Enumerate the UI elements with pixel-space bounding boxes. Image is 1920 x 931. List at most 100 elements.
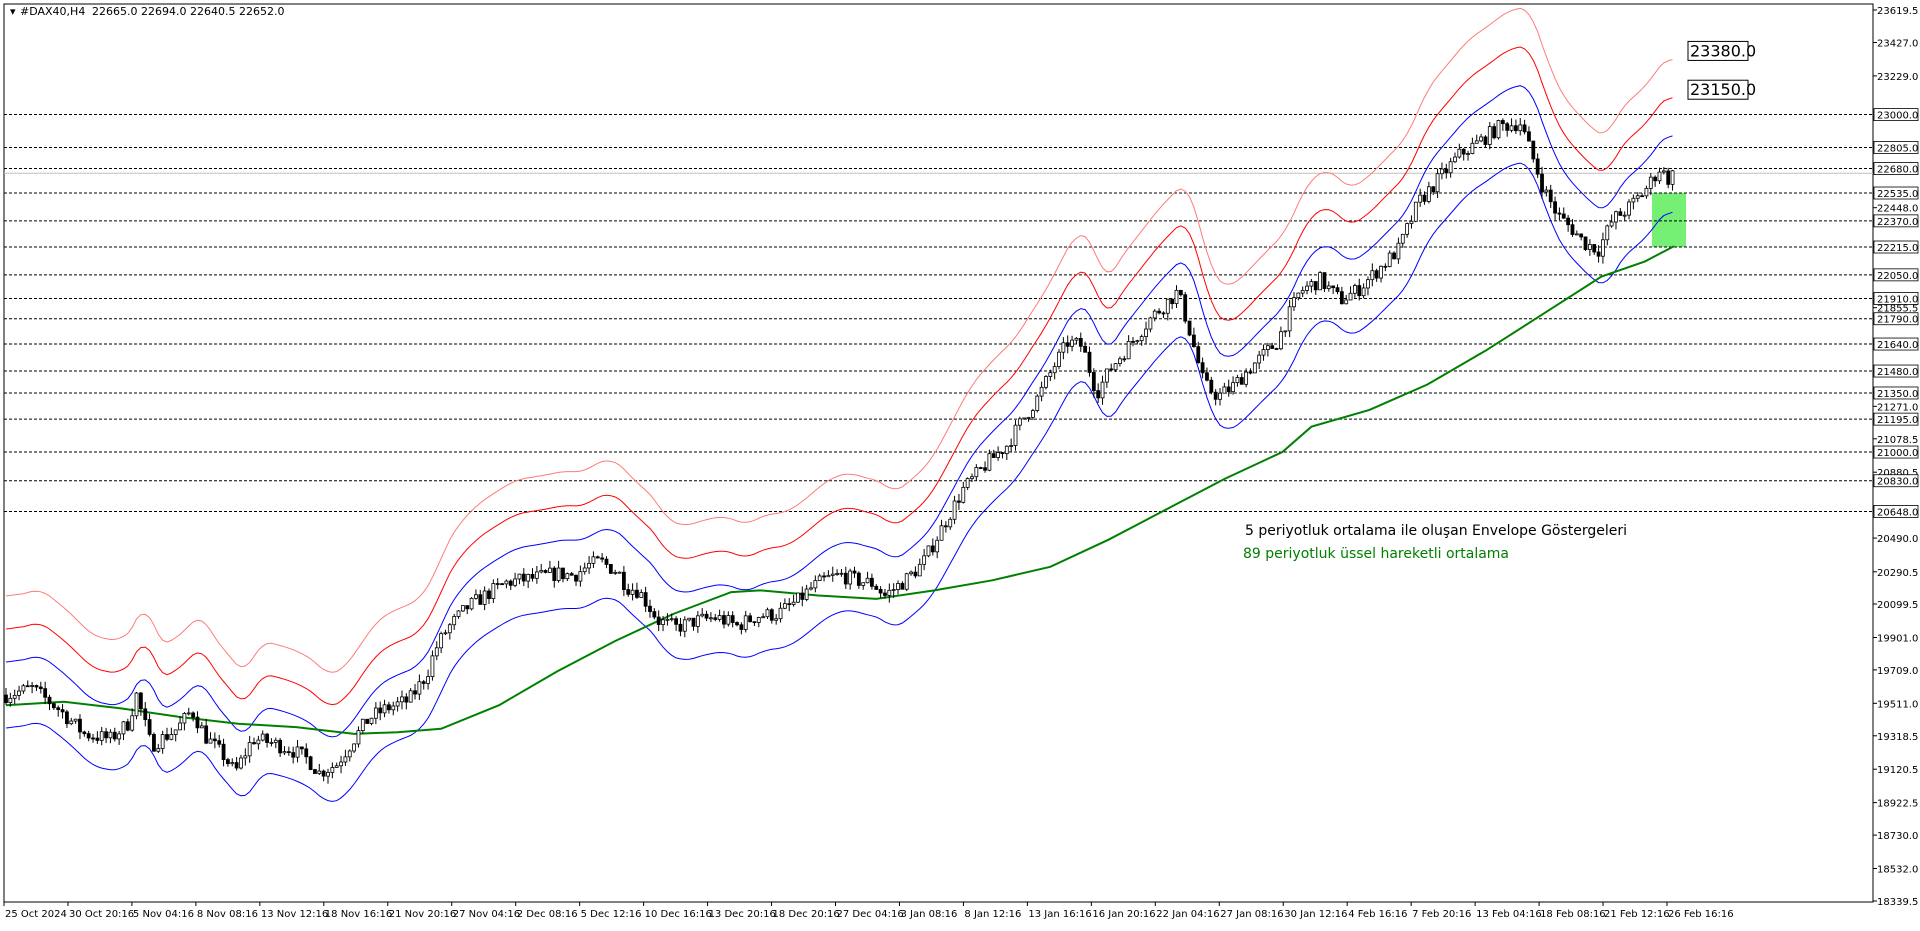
candle-body xyxy=(1196,346,1201,364)
time-tick-label: 26 Feb 16:16 xyxy=(1668,909,1734,920)
candle-body xyxy=(1200,362,1205,374)
candle-body xyxy=(330,767,335,773)
candle-body xyxy=(717,615,722,620)
envelope-upper-3 xyxy=(5,7,1673,673)
candle-body xyxy=(326,771,330,777)
price-tick-label: 22680.0 xyxy=(1877,165,1918,176)
candle-body xyxy=(365,718,370,724)
candle-body xyxy=(1118,358,1122,364)
candle-body xyxy=(948,518,953,528)
candle-body xyxy=(1631,197,1636,203)
price-tick-label: 18922.5 xyxy=(1877,799,1918,810)
candle-body xyxy=(1135,340,1140,343)
candle-body xyxy=(787,603,792,606)
candle-body xyxy=(1122,358,1127,361)
candle-body xyxy=(1640,195,1644,198)
candle-body xyxy=(1283,330,1288,333)
price-tick-label: 22215.0 xyxy=(1877,243,1918,254)
candle-body xyxy=(556,567,561,581)
candle-body xyxy=(30,685,35,687)
price-tag-box xyxy=(1873,162,1919,175)
candle-body xyxy=(339,761,343,767)
price-tag-box xyxy=(1873,240,1919,254)
candle-body xyxy=(417,681,422,695)
candle-body xyxy=(1557,212,1562,215)
candle-body xyxy=(935,539,940,553)
time-tick-label: 21 Feb 12:16 xyxy=(1604,909,1670,920)
candle-body xyxy=(1305,285,1309,291)
candle-body xyxy=(1222,386,1227,394)
candle-body xyxy=(970,476,974,479)
candle-body xyxy=(534,571,539,579)
price-tick-label: 22535.0 xyxy=(1877,189,1918,200)
candle-body xyxy=(1366,279,1370,289)
target-zone-layer xyxy=(1652,193,1686,248)
candle-body xyxy=(1374,270,1379,279)
chart-symbol-arrow[interactable]: ▾ xyxy=(10,5,16,18)
time-tick-label: 18 Nov 16:16 xyxy=(325,909,392,920)
candle-body xyxy=(756,617,761,623)
candle-body xyxy=(239,757,243,769)
candle-body xyxy=(922,555,927,565)
candle-body xyxy=(60,709,65,713)
candle-body xyxy=(595,556,600,559)
time-tick-label: 22 Jan 04:16 xyxy=(1156,909,1219,920)
candle-body xyxy=(260,733,265,741)
candle-body xyxy=(1466,153,1470,155)
candle-body xyxy=(1644,187,1649,197)
candle-body xyxy=(1148,317,1153,330)
candle-body xyxy=(1274,348,1279,350)
candle-body xyxy=(247,742,252,757)
candle-body xyxy=(17,690,21,696)
candle-body xyxy=(395,701,400,707)
candle-body xyxy=(208,738,213,744)
price-tick-label: 20490.0 xyxy=(1877,534,1918,545)
candle-body xyxy=(387,704,391,711)
time-tick-label: 13 Dec 20:16 xyxy=(709,909,776,920)
candle-body xyxy=(230,762,235,765)
candle-body xyxy=(95,737,100,741)
candle-body xyxy=(800,592,805,600)
candle-body xyxy=(1431,186,1436,193)
candle-body xyxy=(652,611,657,618)
candle-body xyxy=(1318,272,1322,291)
candle-body xyxy=(1052,366,1057,374)
candle-body xyxy=(804,588,809,600)
candle-body xyxy=(1183,294,1188,322)
candle-body xyxy=(1039,386,1044,397)
candle-body xyxy=(352,743,357,752)
candle-body xyxy=(500,583,504,586)
candle-body xyxy=(1540,173,1544,193)
candle-body xyxy=(887,589,892,596)
candle-body xyxy=(78,718,82,733)
candle-body xyxy=(1187,320,1192,336)
time-tick-label: 16 Jan 20:16 xyxy=(1092,909,1155,920)
candle-body xyxy=(469,597,474,610)
candle-body xyxy=(848,570,853,585)
candle-body xyxy=(891,589,896,591)
price-tick-label: 20648.0 xyxy=(1877,507,1918,518)
candle-body xyxy=(1144,328,1148,338)
candle-body xyxy=(1605,225,1610,241)
candle-body xyxy=(1104,368,1109,383)
candle-body xyxy=(1313,281,1318,291)
candle-body xyxy=(12,694,17,699)
time-tick-label: 8 Nov 08:16 xyxy=(197,909,258,920)
candle-body xyxy=(112,731,117,740)
candle-body xyxy=(356,730,361,745)
candle-body xyxy=(47,696,52,705)
candle-body xyxy=(217,740,222,745)
candle-body xyxy=(1435,173,1440,193)
candle-body xyxy=(613,571,618,574)
candle-body xyxy=(1483,136,1488,145)
candle-body xyxy=(574,574,578,582)
candle-body xyxy=(491,583,496,599)
candle-body xyxy=(51,703,56,709)
candle-body xyxy=(1026,416,1031,419)
candle-body xyxy=(308,756,313,770)
candle-body xyxy=(656,616,661,625)
candle-body xyxy=(1492,126,1497,139)
